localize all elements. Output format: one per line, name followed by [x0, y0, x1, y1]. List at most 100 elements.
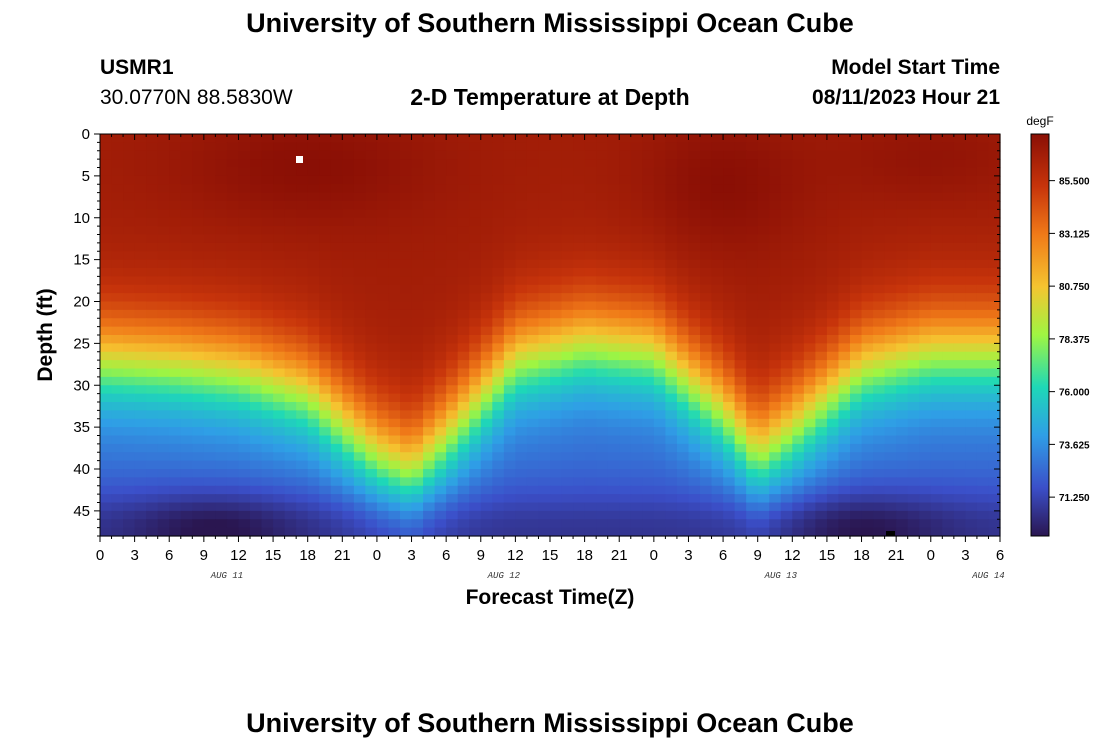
heatmap-cell [665, 217, 678, 227]
heatmap-cell [296, 242, 309, 252]
heatmap-cell [515, 527, 528, 537]
heatmap-cell [861, 150, 874, 160]
heatmap-cell [942, 335, 955, 344]
heatmap-cell [100, 351, 113, 361]
heatmap-cell [469, 393, 482, 403]
heatmap-cell [261, 527, 274, 537]
heatmap-cell [307, 519, 320, 529]
heatmap-cell [711, 301, 724, 311]
heatmap-cell [723, 192, 736, 202]
heatmap-cell [930, 443, 943, 453]
heatmap-cell [803, 360, 816, 370]
heatmap-cell [976, 309, 990, 319]
heatmap-cell [215, 251, 228, 261]
heatmap-cell [676, 217, 690, 227]
heatmap-cell [388, 150, 401, 160]
heatmap-cell [192, 318, 205, 328]
heatmap-cell [976, 485, 990, 495]
heatmap-cell [423, 175, 436, 185]
heatmap-cell [526, 477, 540, 487]
heatmap-cell [930, 469, 943, 478]
heatmap-cell [769, 301, 782, 311]
heatmap-cell [296, 335, 309, 344]
heatmap-cell [111, 502, 124, 512]
heatmap-cell [400, 309, 413, 319]
heatmap-cell [630, 385, 643, 395]
heatmap-cell [746, 234, 759, 244]
heatmap-cell [850, 435, 863, 445]
heatmap-cell [169, 209, 182, 219]
heatmap-cell [988, 502, 1001, 512]
heatmap-cell [434, 326, 447, 336]
heatmap-cell [850, 519, 863, 529]
heatmap-cell [584, 502, 597, 512]
heatmap-cell [180, 318, 193, 328]
heatmap-cell [180, 259, 193, 269]
heatmap-cell [503, 167, 516, 177]
heatmap-cell [642, 259, 655, 269]
heatmap-cell [192, 259, 205, 269]
heatmap-cell [146, 452, 159, 462]
heatmap-cell [584, 301, 597, 311]
heatmap-cell [688, 343, 701, 353]
heatmap-cell [723, 510, 736, 520]
heatmap-cell [803, 209, 816, 219]
heatmap-cell [261, 318, 274, 328]
heatmap-cell [723, 242, 736, 252]
y-tick-label: 0 [82, 126, 90, 143]
heatmap-cell [700, 402, 713, 411]
heatmap-cell [261, 502, 274, 512]
heatmap-cell [250, 301, 263, 311]
heatmap-cell [307, 251, 320, 261]
heatmap-cell [434, 360, 447, 370]
heatmap-cell [884, 385, 897, 395]
heatmap-cell [157, 326, 170, 336]
heatmap-cell [561, 527, 574, 537]
heatmap-cell [250, 318, 263, 328]
heatmap-cell [873, 402, 886, 411]
heatmap-cell [653, 318, 666, 328]
heatmap-cell [423, 460, 436, 470]
heatmap-cell [353, 242, 366, 252]
heatmap-cell [480, 485, 493, 495]
heatmap-cell [261, 418, 274, 428]
heatmap-cell [815, 460, 828, 470]
heatmap-cell [873, 309, 886, 319]
heatmap-cell [850, 452, 863, 462]
heatmap-cell [134, 418, 147, 428]
heatmap-cell [630, 360, 643, 370]
heatmap-cell [376, 175, 390, 185]
heatmap-cell [734, 159, 747, 169]
heatmap-cell [873, 410, 886, 420]
heatmap-cell [273, 301, 286, 311]
heatmap-cell [538, 175, 551, 185]
heatmap-cell [169, 201, 182, 210]
heatmap-cell [815, 259, 828, 269]
heatmap-cell [976, 469, 990, 478]
heatmap-cell [238, 309, 251, 319]
heatmap-cell [273, 217, 286, 227]
x-tick-label: 3 [130, 547, 138, 564]
heatmap-cell [815, 385, 828, 395]
heatmap-cell [296, 402, 309, 411]
heatmap-cell [711, 242, 724, 252]
heatmap-cell [203, 301, 216, 311]
heatmap-cell [307, 226, 320, 236]
heatmap-cell [573, 418, 586, 428]
heatmap-cell [446, 435, 459, 445]
heatmap-cell [757, 142, 770, 152]
heatmap-cell [457, 301, 470, 311]
heatmap-cell [538, 293, 551, 303]
heatmap-cell [446, 427, 459, 437]
heatmap-cell [653, 134, 666, 143]
heatmap-cell [884, 335, 897, 344]
heatmap-cell [319, 159, 332, 169]
heatmap-cell [203, 150, 216, 160]
heatmap-cell [538, 209, 551, 219]
heatmap-cell [988, 368, 1001, 378]
heatmap-cell [838, 217, 851, 227]
heatmap-cell [596, 402, 609, 411]
heatmap-cell [250, 393, 263, 403]
heatmap-cell [480, 443, 493, 453]
